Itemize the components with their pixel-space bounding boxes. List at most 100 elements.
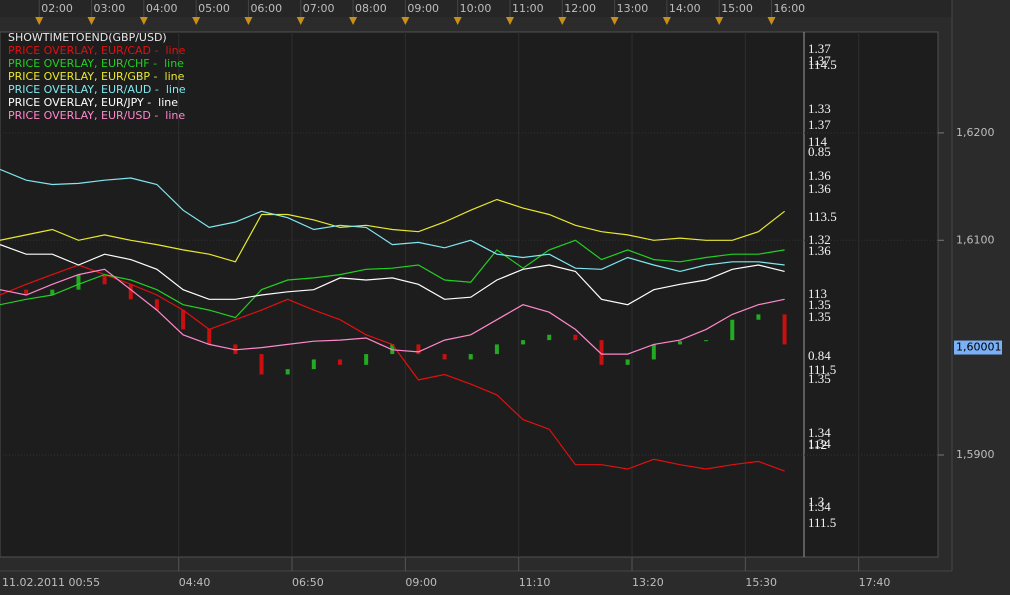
legend-entry: PRICE OVERLAY, EUR/CAD - line <box>8 44 186 57</box>
legend-entry: PRICE OVERLAY, EUR/GBP - line <box>8 70 185 83</box>
x-tick-label: 17:40 <box>859 576 891 589</box>
overlay-scale-label: 113.5 <box>808 209 837 224</box>
candle <box>468 354 473 360</box>
overlay-scale-label: 0.85 <box>808 144 831 159</box>
legend-entry: PRICE OVERLAY, EUR/CHF - line <box>8 57 184 70</box>
overlay-scale-label: 1.34 <box>808 436 831 451</box>
candle <box>599 340 604 365</box>
top-tick-marker <box>401 17 410 25</box>
candle <box>677 341 682 345</box>
top-tick-marker <box>296 17 305 25</box>
candle <box>442 354 447 360</box>
candle <box>625 359 630 365</box>
legend-entry: PRICE OVERLAY, EUR/JPY - line <box>8 96 178 109</box>
candle <box>76 274 81 290</box>
overlay-scale-label: 1.37 <box>808 53 831 68</box>
overlay-scale-label: 1.35 <box>808 297 831 312</box>
legend-entry: PRICE OVERLAY, EUR/AUD - line <box>8 83 186 96</box>
x-tick-label: 15:30 <box>745 576 777 589</box>
top-tick-label: 05:00 <box>198 2 230 15</box>
overlay-scale-label: 1.34 <box>808 499 831 514</box>
top-tick-marker <box>244 17 253 25</box>
overlay-scale-label: 1.33 <box>808 101 831 116</box>
x-tick-label: 06:50 <box>292 576 324 589</box>
candle <box>494 344 499 355</box>
top-tick-label: 13:00 <box>617 2 649 15</box>
candle <box>730 319 735 341</box>
overlay-scale-label: 112 <box>808 437 827 452</box>
candle <box>364 354 369 365</box>
top-tick-marker <box>767 17 776 25</box>
top-tick-label: 09:00 <box>407 2 439 15</box>
y-tick-label: 1,6200 <box>956 126 995 139</box>
top-tick-label: 11:00 <box>512 2 544 15</box>
overlay-scale-label: 1.32 <box>808 232 831 247</box>
overlay-scale-label: 1.37 <box>808 117 831 132</box>
x-tick-label: 09:00 <box>405 576 437 589</box>
series-line <box>0 264 785 472</box>
candle <box>756 314 761 320</box>
series-line <box>0 244 785 306</box>
overlay-scale-label: 111.5 <box>808 362 836 377</box>
overlay-scale-label: 113 <box>808 286 827 301</box>
label-layer: 1,6200 1,6100 1,5900 04:40 06:50 09:00 11:10 13… <box>8 2 1002 589</box>
legend-entry: SHOWTIMETOEND(GBP/USD) <box>8 31 167 44</box>
x-tick-label: 13:20 <box>632 576 664 589</box>
candle <box>181 310 186 330</box>
series-line <box>0 268 785 355</box>
top-tick-label: 03:00 <box>94 2 126 15</box>
top-tick-marker <box>349 17 358 25</box>
top-tick-label: 12:00 <box>564 2 596 15</box>
overlay-scale-label: 1.3 <box>808 494 824 509</box>
candle <box>704 340 709 342</box>
candle <box>651 344 656 360</box>
top-tick-label: 02:00 <box>41 2 73 15</box>
overlay-scale-label: 1.36 <box>808 181 831 196</box>
candle <box>573 334 578 341</box>
top-tick-marker <box>453 17 462 25</box>
top-tick-marker <box>558 17 567 25</box>
top-tick-marker <box>505 17 514 25</box>
overlay-scale-label: 0.84 <box>808 348 831 363</box>
y-tick-label: 1,5900 <box>956 448 995 461</box>
candle <box>416 344 421 355</box>
top-tick-marker <box>192 17 201 25</box>
candle <box>102 274 107 285</box>
top-tick-marker <box>87 17 96 25</box>
top-tick-marker <box>662 17 671 25</box>
candle <box>128 284 133 300</box>
overlay-scale-label: 114 <box>808 134 828 149</box>
top-tick-label: 15:00 <box>721 2 753 15</box>
candle <box>311 359 316 370</box>
overlay-scale-label: 1.36 <box>808 243 831 258</box>
top-tick-label: 07:00 <box>303 2 335 15</box>
candle <box>337 359 342 365</box>
candle <box>285 369 290 375</box>
top-axis-band <box>0 0 952 17</box>
top-tick-marker <box>139 17 148 25</box>
top-tick-marker <box>715 17 724 25</box>
top-tick-label: 04:00 <box>146 2 178 15</box>
series-line <box>0 198 785 263</box>
candle <box>24 289 29 296</box>
candle <box>521 340 526 345</box>
series-line <box>0 239 785 319</box>
overlay-scale-label: 1.35 <box>808 309 831 324</box>
x-tick-label: 11:10 <box>519 576 551 589</box>
candle <box>50 289 55 296</box>
start-date-label: 11.02.2011 00:55 <box>2 576 100 589</box>
y-tick-label: 1,6100 <box>956 233 995 246</box>
top-tick-label: 10:00 <box>460 2 492 15</box>
top-tick-label: 14:00 <box>669 2 701 15</box>
overlay-scale-label: 114.5 <box>808 57 837 72</box>
x-tick-label: 04:40 <box>179 576 211 589</box>
top-tick-marker <box>35 17 44 25</box>
candle <box>782 314 787 345</box>
series-line <box>0 168 785 273</box>
last-price-label: 1,60001 <box>956 341 1002 354</box>
overlay-scale-label: 1.37 <box>808 41 831 56</box>
series-layer <box>0 168 787 472</box>
candle <box>207 329 212 345</box>
candle <box>259 354 264 375</box>
